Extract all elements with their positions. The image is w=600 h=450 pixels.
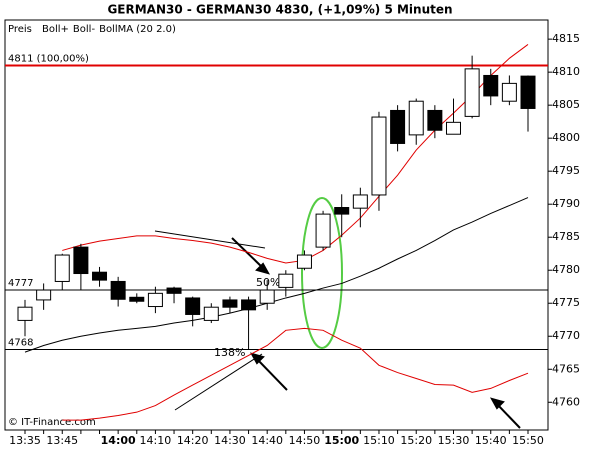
trend-line [174,353,263,411]
y-tick-label: 4815 [552,32,580,45]
candle-body [92,271,108,281]
y-tick-label: 4775 [552,296,580,309]
arrow-head [249,352,265,365]
arrows [231,237,521,429]
candle-body [54,254,70,282]
candle-body [259,289,275,304]
candle-body [147,292,163,308]
arrow [495,402,521,429]
y-tick-label: 4785 [552,230,580,243]
candle-body [110,280,126,300]
legend: Preis Boll+ Boll- BollMA (20 2.0) [8,24,176,35]
chart-title: GERMAN30 - GERMAN30 4830, (+1,09%) 5 Min… [107,3,452,17]
candle-body [352,194,368,209]
candle-body [296,254,312,269]
candle-body [129,296,145,302]
candle-body [483,74,499,97]
y-tick-label: 4810 [552,65,580,78]
x-tick-label: 14:00 [101,434,136,447]
x-tick-label: 14:30 [214,434,246,447]
y-tick-label: 4805 [552,98,580,111]
candle-body [278,273,294,288]
candle-body [445,121,461,135]
candle-body [73,246,89,275]
x-tick-label: 15:00 [324,434,359,447]
x-tick-label: 15:10 [363,434,395,447]
candle-body [427,109,443,131]
legend-price: Preis [8,24,32,35]
candle-body [185,297,201,315]
candle-body [36,289,52,301]
y-tick-label: 4780 [552,263,580,276]
indicator-line [24,197,529,353]
legend-entry: Boll+ [42,24,69,35]
x-tick-label: 13:45 [46,434,78,447]
y-tick-label: 4790 [552,197,580,210]
candle-body [241,299,257,311]
y-tick-label: 4770 [552,329,580,342]
x-tick-label: 14:40 [251,434,283,447]
x-tick-label: 15:40 [475,434,507,447]
arrow-head [255,262,271,275]
x-tick-label: 13:35 [9,434,41,447]
legend-entry: Boll- [73,24,96,35]
candle-body [222,299,238,308]
arrow-head [489,397,505,410]
arrow [231,237,265,270]
y-tick-label: 4800 [552,131,580,144]
highlight-ellipse [301,197,343,349]
candle-body [334,207,350,215]
candle-body [166,287,182,294]
y-tick-label: 4765 [552,362,580,375]
level-label: 4768 [8,337,33,348]
y-tick-label: 4760 [552,395,580,408]
x-tick-label: 14:50 [289,434,321,447]
indicator-line [62,44,529,264]
x-tick-label: 14:20 [177,434,209,447]
arrow [255,357,288,391]
trend-line [154,230,266,249]
x-tick-label: 15:30 [438,434,470,447]
x-tick-label: 15:20 [400,434,432,447]
candle-body [315,213,331,248]
level-label: 4811 (100,00%) [8,54,89,65]
y-tick-label: 4795 [552,164,580,177]
legend-entry: BollMA (20 2.0) [99,24,176,35]
candle-body [371,116,387,196]
copyright: © IT-Finance.com [8,417,96,428]
x-tick-label: 15:50 [512,434,544,447]
candle-body [464,68,480,117]
candle-body [203,306,219,321]
annotation: 50% [256,276,280,289]
plot-frame [4,19,549,431]
candle-body [408,100,424,136]
indicator-line [62,327,529,421]
level-label: 4777 [8,278,33,289]
candle-body [390,109,406,144]
candle-body [17,306,33,321]
candle-body [520,75,536,109]
x-tick-label: 14:10 [140,434,172,447]
candle-body [501,82,517,102]
annotation: 138% [214,346,245,359]
